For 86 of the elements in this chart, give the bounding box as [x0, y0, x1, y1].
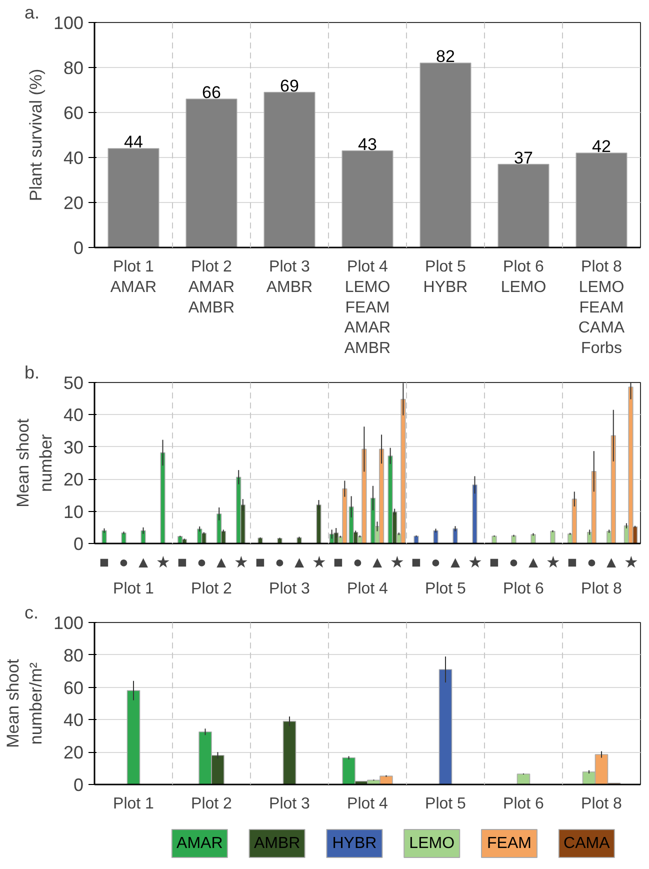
text: Plot 3 [269, 580, 310, 598]
x-tick-label: ★ [546, 554, 560, 572]
y-axis-title: Plant survival (%) [26, 68, 46, 202]
x-tick-label: ● [430, 554, 441, 572]
x-tick-label: Plot 8 LEMO FEAM CAMA Forbs [578, 258, 625, 358]
text: Plot 1 [113, 580, 154, 598]
x-tick-label: Plot 5 HYBR [423, 258, 468, 296]
x-tick-label: ▲ [603, 554, 620, 572]
text: HYBR [332, 835, 377, 852]
y-tick-label: 40 [63, 710, 84, 730]
x-tick-label: Plot 5 [425, 796, 466, 812]
x-tick-label: ■ [567, 554, 578, 572]
text: Plot 4 [347, 580, 388, 598]
x-tick-label: Plot 3 [269, 796, 310, 812]
chart-title: b. [24, 362, 40, 382]
text: Plot 5 [425, 580, 466, 598]
x-tick-label: ● [274, 554, 285, 572]
x-tick-label: ★ [234, 554, 248, 572]
x-tick-label: Plot 6 LEMO [500, 258, 546, 296]
x-tick-label: ■ [255, 554, 266, 572]
x-tick-label: Plot 4 LEMO FEAM AMAR AMBR [344, 258, 391, 358]
x-tick-label: ▲ [291, 554, 308, 572]
y-tick-label: 20 [63, 193, 84, 213]
x-tick-label: Plot 2 AMAR AMBR [188, 258, 235, 316]
y-tick-label: 30 [63, 437, 84, 458]
data-label: 69 [280, 76, 299, 96]
y-tick-label: 0 [73, 238, 84, 258]
y-tick-label: 20 [63, 470, 84, 490]
text: AMBR [254, 835, 300, 852]
y-tick-label: 80 [63, 58, 84, 78]
x-tick-label: ■ [177, 554, 188, 572]
x-tick-label: ★ [156, 554, 170, 572]
data-label: 43 [358, 134, 377, 154]
x-tick-label: ● [118, 554, 129, 572]
x-tick-label: Plot 8 [581, 796, 622, 812]
x-tick-label: ■ [333, 554, 344, 572]
x-tick-label: ■ [411, 554, 422, 572]
chart-title: a. [24, 2, 40, 22]
x-tick-label: Plot 2 [191, 796, 232, 812]
y-tick-label: 40 [63, 148, 84, 168]
x-tick-label: Plot 1 [113, 796, 154, 812]
y-tick-label: 40 [63, 405, 84, 426]
y-tick-label: 10 [63, 502, 84, 522]
x-tick-label: ● [196, 554, 207, 572]
text: LEMO [409, 835, 455, 852]
x-tick-label: ▲ [447, 554, 464, 572]
x-tick-label: ▲ [525, 554, 542, 572]
data-label: 82 [436, 47, 455, 66]
x-tick-label: Plot 3 AMBR [266, 258, 313, 296]
y-tick-label: 20 [63, 742, 84, 763]
text: Plot 8 [581, 580, 622, 598]
y-tick-label: 0 [73, 775, 84, 795]
chart-title: c. [24, 602, 39, 622]
x-tick-label: ▲ [135, 554, 152, 572]
data-label: 66 [202, 83, 221, 102]
x-tick-label: ● [508, 554, 519, 572]
y-axis-title: Mean shoot number/m² [4, 658, 46, 748]
y-axis-title: Mean shoot number [14, 418, 56, 508]
x-tick-label: ■ [99, 554, 110, 572]
x-tick-label: ★ [390, 554, 404, 572]
text: Plot 6 [503, 580, 544, 598]
text: FEAM [487, 835, 532, 852]
x-tick-label: Plot 6 [503, 796, 544, 812]
y-tick-label: 50 [63, 373, 84, 393]
text: Plot 2 [191, 580, 232, 598]
x-tick-label: ★ [624, 554, 638, 572]
data-label: 42 [592, 137, 611, 156]
x-tick-label: ■ [489, 554, 500, 572]
x-tick-label: ● [352, 554, 363, 572]
x-tick-label: Plot 1 AMAR [110, 258, 157, 296]
data-label: 44 [124, 132, 143, 152]
y-tick-label: 100 [53, 13, 84, 33]
y-tick-label: 80 [63, 645, 84, 666]
x-tick-label: ★ [468, 554, 482, 572]
x-tick-label: ▲ [369, 554, 386, 572]
x-tick-label: ▲ [213, 554, 230, 572]
y-tick-label: 100 [53, 613, 84, 633]
y-tick-label: 0 [73, 534, 84, 554]
y-tick-label: 60 [63, 678, 84, 698]
x-tick-label: ● [586, 554, 597, 572]
data-label: 37 [514, 148, 533, 168]
text: AMAR [176, 835, 223, 852]
x-tick-label: Plot 4 [347, 796, 388, 812]
x-tick-label: ★ [312, 554, 326, 572]
y-tick-label: 60 [63, 103, 84, 123]
text: CAMA [564, 835, 610, 852]
